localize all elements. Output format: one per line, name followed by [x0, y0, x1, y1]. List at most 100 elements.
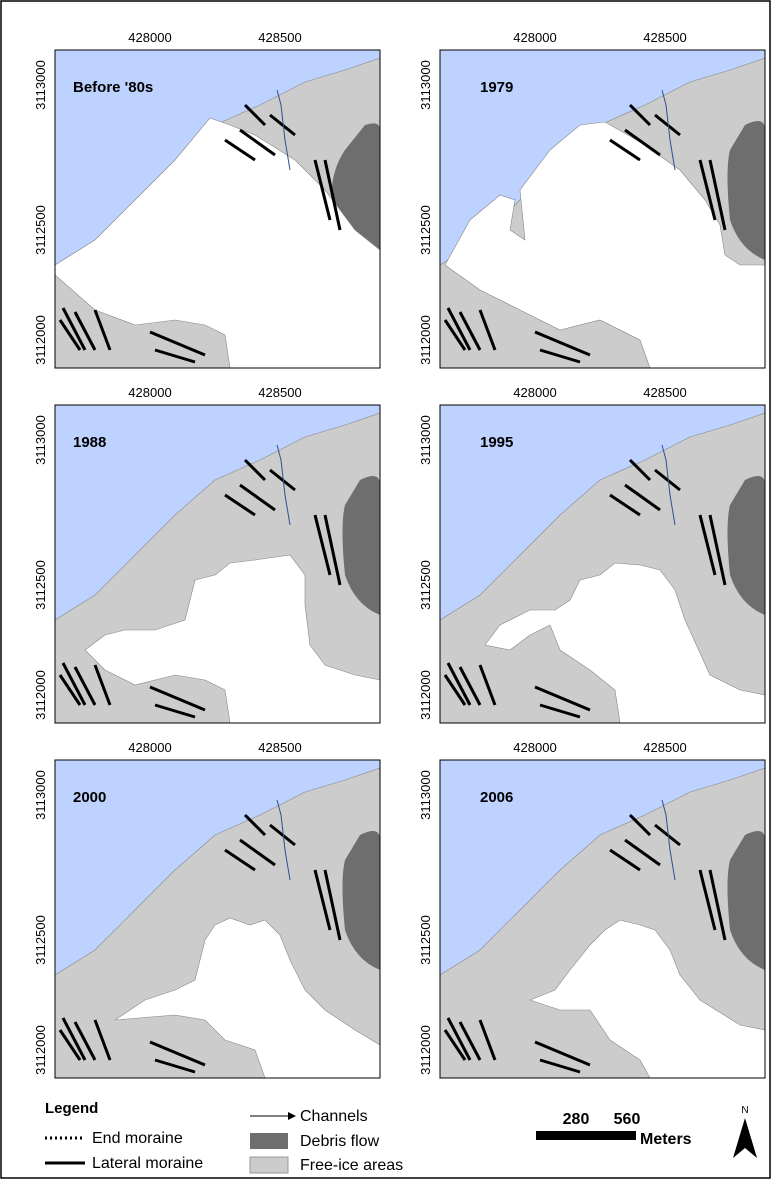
- legend-item: Free-ice areas: [300, 1157, 403, 1174]
- lateral-moraine: [93, 309, 112, 351]
- x-tick-label: 428000: [128, 385, 171, 400]
- channel: [661, 89, 676, 171]
- legend-item: Lateral moraine: [92, 1155, 203, 1172]
- y-tick-label: 3112000: [418, 315, 433, 365]
- scale-label: 280: [563, 1111, 590, 1128]
- x-tick-label: 428500: [258, 740, 301, 755]
- channel-arrow: [288, 1112, 296, 1120]
- panel-title: 1979: [480, 79, 513, 96]
- x-tick-label: 428500: [258, 385, 301, 400]
- lateral-moraine: [313, 869, 332, 931]
- channel: [661, 444, 676, 526]
- free-ice-symbol: [249, 1156, 289, 1174]
- panel-border: [439, 404, 766, 724]
- y-tick-label: 3112000: [418, 670, 433, 720]
- lateral-moraine: [269, 468, 296, 492]
- map-panel: Before '80s 428000 428500 3113000 3112500 311…: [33, 30, 381, 369]
- y-tick-label: 3113000: [33, 770, 48, 820]
- glacier: [84, 554, 380, 723]
- legend-title: Legend: [45, 1100, 98, 1117]
- scale-bar: 280 560 Meters: [536, 1111, 692, 1148]
- x-tick-label: 428000: [513, 30, 556, 45]
- map-panel: 1995 428000 428500 3113000 3112500 3112000: [418, 385, 766, 724]
- sea: [440, 405, 765, 621]
- lateral-moraine: [539, 348, 581, 364]
- lateral-moraine: [654, 113, 681, 137]
- scale-segment: [586, 1131, 636, 1140]
- lateral-moraine: [93, 664, 112, 706]
- panel-title: 1995: [480, 434, 513, 451]
- lateral-moraine: [154, 1058, 196, 1074]
- lateral-moraine: [458, 666, 482, 706]
- lateral-moraine: [323, 514, 342, 586]
- lateral-moraine: [443, 674, 467, 706]
- map-body: [440, 405, 765, 723]
- lateral-moraine: [478, 1019, 497, 1061]
- y-tick-label: 3112500: [33, 560, 48, 610]
- y-tick-label: 3113000: [33, 415, 48, 465]
- panels: Before '80s 428000 428500 3113000 3112500 311…: [33, 30, 766, 1079]
- lateral-moraine: [154, 703, 196, 719]
- glacier: [55, 117, 380, 368]
- lateral-moraine: [446, 662, 472, 706]
- lateral-moraine: [539, 1058, 581, 1074]
- panel-border: [439, 49, 766, 369]
- panel-border: [54, 759, 381, 1079]
- lateral-moraine: [224, 493, 256, 517]
- channel: [661, 799, 676, 881]
- scale-unit: Meters: [640, 1131, 692, 1148]
- x-tick-label: 428000: [513, 385, 556, 400]
- lateral-moraine: [609, 493, 641, 517]
- panel-title: 2006: [480, 789, 513, 806]
- x-tick-label: 428500: [643, 385, 686, 400]
- y-tick-label: 3112000: [33, 670, 48, 720]
- legend-item: End moraine: [92, 1130, 183, 1147]
- lateral-moraine: [654, 823, 681, 847]
- debris-flow: [727, 121, 765, 260]
- y-tick-label: 3113000: [418, 415, 433, 465]
- y-tick-label: 3112500: [33, 915, 48, 965]
- y-tick-label: 3112000: [418, 1025, 433, 1075]
- y-tick-label: 3112500: [418, 205, 433, 255]
- y-tick-label: 3112500: [418, 915, 433, 965]
- legend-item: Channels: [300, 1108, 368, 1125]
- debris-flow: [727, 476, 765, 615]
- panel-border: [54, 49, 381, 369]
- lateral-moraine: [654, 468, 681, 492]
- lateral-moraine: [58, 1029, 82, 1061]
- lateral-moraine: [478, 664, 497, 706]
- debris-flow: [342, 476, 380, 615]
- map-body: [440, 50, 765, 368]
- debris-flow: [727, 831, 765, 970]
- lateral-moraine: [149, 330, 206, 357]
- lateral-moraine: [313, 514, 332, 576]
- lateral-moraine: [698, 514, 717, 576]
- panel-title: Before '80s: [73, 79, 153, 96]
- x-tick-label: 428000: [513, 740, 556, 755]
- lateral-moraine: [458, 311, 482, 351]
- panel-title: 2000: [73, 789, 106, 806]
- north-arrow: N: [733, 1105, 757, 1158]
- y-tick-label: 3112000: [33, 1025, 48, 1075]
- debris-symbol: [250, 1133, 288, 1149]
- lateral-moraine: [534, 1040, 591, 1067]
- glacier: [444, 121, 765, 368]
- map-body: [55, 405, 380, 723]
- lateral-moraine: [61, 662, 87, 706]
- y-tick-label: 3112500: [418, 560, 433, 610]
- channel: [276, 89, 291, 171]
- lateral-moraine: [243, 103, 267, 127]
- lateral-moraine: [149, 1040, 206, 1067]
- lateral-moraine: [73, 311, 97, 351]
- lateral-moraine: [323, 869, 342, 941]
- panel-border: [54, 404, 381, 724]
- lateral-moraine: [224, 138, 256, 162]
- lateral-moraine: [443, 1029, 467, 1061]
- lateral-moraine: [534, 330, 591, 357]
- lateral-moraine: [239, 128, 276, 157]
- lateral-moraine: [443, 319, 467, 351]
- lateral-moraine: [73, 666, 97, 706]
- lateral-moraine: [624, 838, 661, 867]
- x-tick-label: 428500: [258, 30, 301, 45]
